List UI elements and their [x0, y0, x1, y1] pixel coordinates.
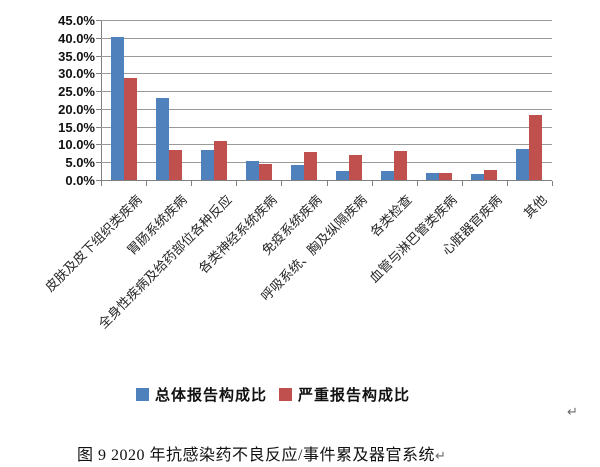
bar-serious-2 — [169, 150, 182, 180]
legend-item-serious: 严重报告构成比 — [279, 384, 410, 405]
y-axis-tick-label: 15.0% — [58, 120, 95, 135]
y-axis-tick — [96, 37, 101, 39]
legend-item-total: 总体报告构成比 — [136, 384, 267, 405]
bar-total-4 — [246, 161, 259, 180]
caption-text: 图 9 2020 年抗感染药不良反应/事件累及器官系统 — [77, 447, 435, 464]
bar-serious-4 — [259, 164, 272, 180]
legend-label: 总体报告构成比 — [155, 387, 268, 404]
y-axis-tick — [96, 73, 101, 75]
y-axis-tick-label: 10.0% — [58, 137, 95, 152]
y-axis-tick — [96, 180, 101, 181]
y-axis-tick-label: 30.0% — [58, 66, 95, 81]
x-axis-tick — [191, 181, 192, 186]
bar-serious-5 — [304, 152, 317, 180]
gridline — [101, 126, 552, 128]
y-axis-tick-label: 0.0% — [65, 173, 95, 188]
gridline — [101, 73, 552, 75]
legend-label: 严重报告构成比 — [298, 387, 411, 404]
bar-total-10 — [516, 148, 529, 180]
bar-serious-10 — [529, 114, 542, 180]
y-axis-tick-label: 25.0% — [58, 84, 95, 99]
x-axis-tick — [552, 181, 553, 186]
y-axis-tick-label: 40.0% — [58, 31, 95, 46]
y-axis-tick — [96, 126, 101, 128]
x-axis-tick — [327, 181, 328, 186]
x-axis-tick — [146, 181, 147, 186]
legend-swatch-icon — [136, 388, 149, 401]
y-axis-tick — [96, 91, 101, 93]
x-axis-tick — [372, 181, 373, 186]
bar-total-3 — [201, 150, 214, 180]
bar-serious-8 — [439, 172, 452, 180]
y-axis-tick — [96, 144, 101, 146]
bar-total-6 — [336, 170, 349, 180]
bar-serious-6 — [349, 155, 362, 180]
category-label: 其他 — [521, 192, 551, 222]
y-axis-line — [101, 21, 102, 181]
x-axis-tick — [101, 181, 102, 186]
gridline — [101, 20, 552, 21]
gridline — [101, 55, 552, 57]
y-axis-tick — [96, 162, 101, 164]
bar-total-8 — [426, 172, 439, 180]
bar-chart: 45.0% 40.0% 35.0% 30.0% 25.0% 20.0% 15.0% 10.0%… — [42, 13, 553, 404]
plot-area — [96, 20, 553, 186]
paragraph-mark: ↵ — [567, 404, 578, 419]
y-axis-tick — [96, 108, 101, 110]
x-axis-tick — [281, 181, 282, 186]
y-axis-tick-label: 45.0% — [58, 13, 95, 28]
bar-serious-7 — [394, 150, 407, 180]
x-axis-tick — [462, 181, 463, 186]
x-axis-tick — [236, 181, 237, 186]
bar-total-5 — [291, 165, 304, 180]
gridline — [101, 162, 552, 164]
bar-total-2 — [156, 97, 169, 180]
legend-swatch-icon — [279, 388, 293, 401]
y-axis-tick-label: 5.0% — [65, 155, 95, 170]
gridline — [101, 108, 552, 110]
gridline — [101, 144, 552, 146]
x-axis-tick — [507, 181, 508, 186]
bar-total-9 — [471, 173, 484, 180]
y-axis-tick-label: 20.0% — [58, 102, 95, 117]
y-axis-tick-label: 35.0% — [58, 49, 95, 64]
paragraph-mark: ↵ — [434, 448, 447, 463]
gridline — [101, 37, 552, 39]
x-axis-tick — [417, 181, 418, 186]
bar-serious-1 — [124, 77, 137, 180]
x-axis-line — [101, 180, 552, 181]
y-axis-tick — [96, 55, 101, 57]
bar-total-1 — [111, 36, 124, 180]
gridline — [101, 91, 552, 93]
chart-legend: 总体报告构成比 严重报告构成比 — [136, 384, 410, 405]
bar-total-7 — [381, 171, 394, 180]
y-axis-tick — [96, 20, 101, 21]
bar-serious-9 — [484, 170, 497, 180]
bar-serious-3 — [214, 140, 227, 180]
figure-caption: 图 9 2020 年抗感染药不良反应/事件累及器官系统↵ — [77, 441, 446, 465]
